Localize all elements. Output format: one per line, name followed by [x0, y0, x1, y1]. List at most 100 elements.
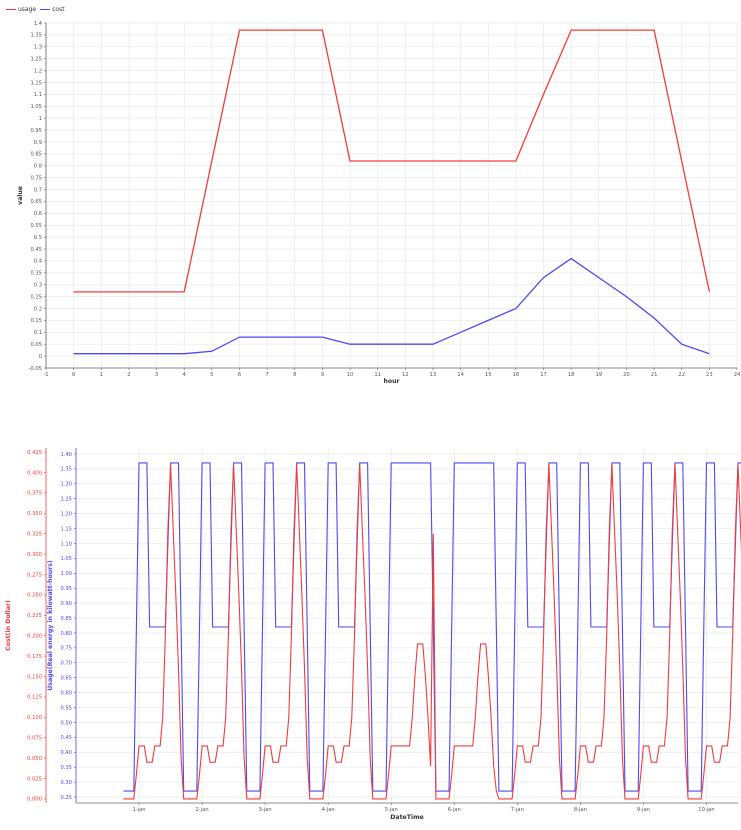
- y-tick-label: 1: [39, 116, 42, 122]
- x-tick-label: 16: [513, 372, 520, 378]
- x-tick-label: 12: [402, 372, 409, 378]
- usage-tick-label: 1.20: [60, 511, 72, 517]
- x-tick-label: 3: [155, 372, 158, 378]
- cost-tick-label: 0.150: [27, 674, 42, 680]
- y-tick-label: 0.35: [30, 271, 42, 277]
- y-tick-label: 0.1: [34, 330, 42, 336]
- cost-tick-label: 0.200: [27, 634, 42, 640]
- y-tick-label: 0.5: [34, 235, 42, 241]
- x-tick-label: 8-jan: [574, 807, 587, 813]
- x-tick-label: 6-jan: [448, 807, 461, 813]
- x-tick-label: 2-jan: [196, 807, 209, 813]
- x-tick-label: 22: [678, 372, 685, 378]
- usage-tick-label: 0.80: [60, 631, 72, 637]
- y-tick-label: 0.4: [34, 259, 43, 265]
- usage-axis-title: Usage(Real energy in kilowatt-hours): [47, 560, 54, 691]
- y-tick-label: 0.65: [30, 199, 42, 205]
- y-tick-label: 0.15: [30, 318, 42, 324]
- x-axis-title: DateTime: [390, 814, 423, 821]
- x-tick-label: 4: [183, 372, 187, 378]
- x-tick-label: 2: [127, 372, 130, 378]
- y-tick-label: 0.6: [34, 211, 42, 217]
- usage-tick-label: 0.35: [60, 765, 72, 771]
- cost-tick-label: 0.000: [27, 797, 42, 803]
- usage-tick-label: 0.30: [60, 780, 72, 786]
- legend-swatch-usage: [6, 8, 16, 10]
- y-tick-label: 0.05: [30, 342, 42, 348]
- y-tick-label: 0.2: [34, 306, 42, 312]
- y-tick-label: 0.45: [30, 247, 42, 253]
- x-tick-label: 14: [457, 372, 464, 378]
- cost-tick-label: 0.350: [27, 511, 42, 517]
- x-tick-label: 10-jan: [698, 807, 714, 813]
- hourly-usage-cost-chart: -0.05 0 0.05 0.1 0.15 0.2 0.25 0.3 0.35 0.4 0.45 0.…: [17, 21, 741, 385]
- x-tick-label: 5-jan: [385, 807, 398, 813]
- y-tick-label: 0.85: [30, 152, 42, 158]
- usage-tick-label: 0.25: [60, 795, 72, 801]
- cost-tick-label: 0.425: [27, 450, 42, 456]
- x-tick-label: 0: [72, 372, 75, 378]
- usage-tick-label: 0.95: [60, 586, 72, 592]
- usage-tick-label: 0.45: [60, 735, 72, 741]
- y-tick-label: 1.25: [30, 56, 42, 62]
- y-axis-title: value: [17, 186, 24, 205]
- x-tick-label: 13: [430, 372, 437, 378]
- y-tick-label: 0: [39, 354, 42, 360]
- x-tick-label: 1: [100, 372, 103, 378]
- x-tick-label: 18: [568, 372, 575, 378]
- legend-item-cost: cost: [40, 6, 65, 13]
- legend-label-usage: usage: [18, 5, 37, 13]
- cost-tick-label: 0.050: [27, 756, 42, 762]
- x-tick-label: 20: [623, 372, 630, 378]
- usage-tick-label: 0.85: [60, 616, 72, 622]
- y-tick-label: 0.7: [34, 187, 42, 193]
- x-tick-label: 8: [293, 372, 296, 378]
- cost-tick-label: 0.400: [27, 470, 42, 476]
- y-tick-label: 1.2: [34, 68, 42, 74]
- cost-tick-label: 0.075: [27, 736, 42, 742]
- cost-tick-label: 0.175: [27, 654, 42, 660]
- cost-tick-label: 0.250: [27, 593, 42, 599]
- usage-tick-label: 1.10: [60, 541, 72, 547]
- x-axis-title: hour: [383, 378, 400, 385]
- cost-tick-label: 0.375: [27, 491, 42, 497]
- usage-tick-label: 1.30: [60, 482, 72, 488]
- y-tick-label: 0.95: [30, 128, 42, 134]
- usage-tick-label: 0.55: [60, 705, 72, 711]
- cost-tick-label: 0.100: [27, 715, 42, 721]
- y-tick-label: 0.9: [34, 140, 42, 146]
- x-tick-label: 9-jan: [637, 807, 650, 813]
- usage-tick-label: 1.05: [60, 556, 72, 562]
- cost-tick-label: 0.225: [27, 613, 42, 619]
- series-line-usage: [73, 29, 711, 293]
- y-tick-label: 1.4: [34, 21, 43, 27]
- x-tick-label: 23: [706, 372, 713, 378]
- y-tick-label: 1.05: [30, 104, 42, 110]
- series-line-usage: [123, 462, 741, 792]
- x-tick-label: 19: [595, 372, 602, 378]
- y-tick-label: 0.55: [30, 223, 42, 229]
- x-tick-label: 10: [347, 372, 354, 378]
- cost-tick-label: 0.025: [27, 776, 42, 782]
- x-tick-label: 15: [485, 372, 492, 378]
- x-tick-label: 4-jan: [322, 807, 335, 813]
- x-tick-label: 24: [734, 372, 741, 378]
- x-tick-label: 7: [265, 372, 268, 378]
- usage-tick-label: 0.50: [60, 720, 72, 726]
- usage-tick-label: 0.40: [60, 750, 72, 756]
- y-tick-label: 0.8: [34, 164, 42, 170]
- series-line-cost: [123, 464, 741, 800]
- legend-swatch-cost: [40, 8, 51, 10]
- series-line-cost: [73, 257, 710, 355]
- x-tick-label: 5: [210, 372, 213, 378]
- usage-tick-label: 1.15: [60, 526, 72, 532]
- cost-tick-label: 0.125: [27, 695, 42, 701]
- x-tick-label: 21: [651, 372, 658, 378]
- x-tick-label: 9: [321, 372, 324, 378]
- y-tick-label: 0.25: [30, 294, 42, 300]
- y-tick-label: 0.3: [34, 283, 42, 289]
- usage-tick-label: 0.70: [60, 661, 72, 667]
- usage-tick-label: 0.60: [60, 690, 72, 696]
- x-tick-label: 1-jan: [133, 807, 146, 813]
- usage-tick-label: 1.25: [60, 497, 72, 503]
